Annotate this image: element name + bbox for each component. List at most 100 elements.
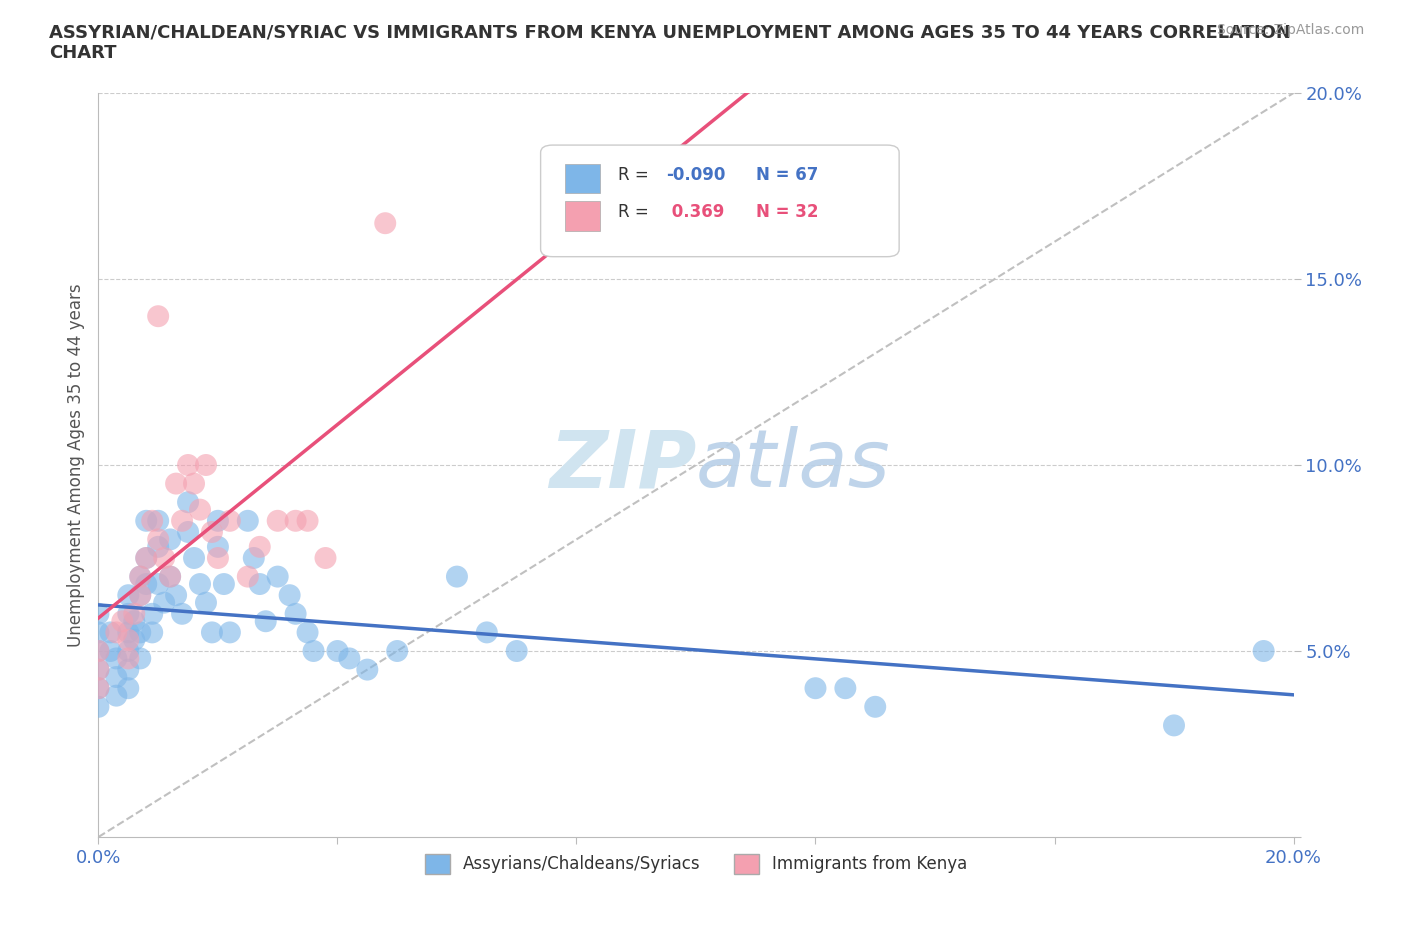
Point (284, 606, 307, 621)
Point (177, 458, 200, 472)
Point (98, 644, 122, 658)
Point (339, 651, 361, 666)
Point (249, 577, 271, 591)
Point (111, 614, 134, 629)
Point (117, 632, 139, 647)
FancyBboxPatch shape (541, 145, 900, 257)
Point (117, 606, 139, 621)
Point (177, 495, 200, 510)
Point (207, 551, 229, 565)
Point (356, 662, 378, 677)
Point (865, 699, 887, 714)
Point (297, 513, 319, 528)
Point (236, 513, 259, 528)
Point (129, 651, 152, 666)
Text: ASSYRIAN/CHALDEAN/SYRIAC VS IMMIGRANTS FROM KENYA UNEMPLOYMENT AMONG AGES 35 TO : ASSYRIAN/CHALDEAN/SYRIAC VS IMMIGRANTS F… (49, 23, 1291, 62)
Point (87, 662, 110, 677)
Point (159, 569, 181, 584)
Point (219, 625, 242, 640)
Point (804, 681, 827, 696)
Point (117, 588, 139, 603)
Point (207, 513, 229, 528)
Point (159, 532, 181, 547)
Point (87, 681, 110, 696)
Point (446, 569, 468, 584)
Text: ZIP: ZIP (548, 426, 696, 504)
Point (183, 476, 205, 491)
Point (87, 625, 110, 640)
Text: atlas: atlas (696, 426, 891, 504)
Point (87, 644, 110, 658)
Point (129, 588, 152, 603)
Point (105, 651, 128, 666)
Point (129, 625, 152, 640)
Point (148, 532, 170, 547)
Point (172, 606, 194, 621)
Bar (565, 201, 600, 231)
Point (834, 681, 856, 696)
Point (385, 644, 409, 658)
Text: N = 67: N = 67 (756, 166, 818, 184)
Text: N = 32: N = 32 (756, 203, 818, 221)
Point (135, 551, 157, 565)
Point (141, 606, 163, 621)
Point (159, 569, 181, 584)
Point (141, 625, 163, 640)
Text: R =: R = (619, 203, 654, 221)
Point (148, 577, 170, 591)
Point (117, 681, 139, 696)
Text: 0.369: 0.369 (666, 203, 724, 221)
Point (129, 588, 152, 603)
Point (98, 625, 122, 640)
Point (165, 476, 187, 491)
Point (201, 525, 224, 539)
Point (124, 632, 146, 647)
Point (153, 551, 176, 565)
Point (87, 606, 110, 621)
Point (165, 588, 187, 603)
Point (315, 551, 337, 565)
Point (87, 662, 110, 677)
Point (148, 513, 170, 528)
Point (135, 551, 157, 565)
Point (207, 539, 229, 554)
Point (129, 569, 152, 584)
Point (278, 588, 301, 603)
Point (506, 644, 529, 658)
Point (135, 513, 157, 528)
Point (249, 539, 271, 554)
Point (195, 595, 218, 610)
Y-axis label: Unemployment Among Ages 35 to 44 years: Unemployment Among Ages 35 to 44 years (66, 284, 84, 646)
Point (302, 644, 325, 658)
Point (105, 670, 128, 684)
Point (135, 577, 157, 591)
Point (148, 309, 170, 324)
Point (87, 699, 110, 714)
Point (87, 681, 110, 696)
Point (117, 651, 139, 666)
Point (374, 216, 396, 231)
Point (129, 569, 152, 584)
Point (183, 551, 205, 565)
Point (326, 644, 349, 658)
Point (475, 625, 498, 640)
Point (188, 502, 211, 517)
Text: Source: ZipAtlas.com: Source: ZipAtlas.com (1216, 23, 1364, 37)
Legend: Assyrians/Chaldeans/Syriacs, Immigrants from Kenya: Assyrians/Chaldeans/Syriacs, Immigrants … (418, 847, 974, 881)
Point (1253, 644, 1275, 658)
Point (105, 688, 128, 703)
Point (153, 595, 176, 610)
Point (117, 662, 139, 677)
Point (212, 577, 235, 591)
Point (284, 513, 307, 528)
Bar (565, 164, 600, 193)
Text: -0.090: -0.090 (666, 166, 725, 184)
Point (297, 625, 319, 640)
Point (177, 525, 200, 539)
Point (124, 614, 146, 629)
Point (236, 569, 259, 584)
Point (172, 513, 194, 528)
Point (148, 539, 170, 554)
Point (141, 513, 163, 528)
Point (87, 644, 110, 658)
